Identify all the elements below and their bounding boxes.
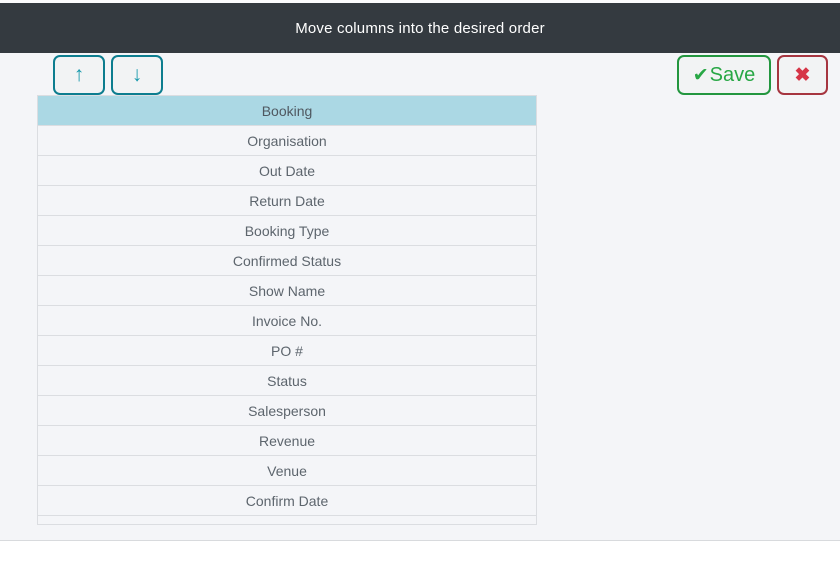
modal-title: Move columns into the desired order [295, 19, 545, 37]
column-row[interactable]: Confirmed Status [38, 246, 536, 276]
column-row[interactable]: Venue [38, 456, 536, 486]
page-background [0, 541, 840, 587]
column-row[interactable]: Return Date [38, 186, 536, 216]
modal-header: Move columns into the desired order [0, 3, 840, 53]
column-row[interactable]: Status [38, 366, 536, 396]
save-button[interactable]: ✔ Save [677, 55, 771, 95]
check-icon: ✔ [692, 64, 709, 86]
column-row[interactable]: Invoice No. [38, 306, 536, 336]
arrow-up-icon: ↑ [73, 63, 85, 86]
save-button-label: Save [709, 63, 756, 86]
column-row[interactable]: Booking [38, 96, 536, 126]
column-row[interactable]: Out Date [38, 156, 536, 186]
cancel-button[interactable]: ✖ [777, 55, 828, 95]
move-down-button[interactable]: ↓ [111, 55, 163, 95]
column-row[interactable]: Salesperson [38, 396, 536, 426]
column-row[interactable]: Revenue [38, 426, 536, 456]
column-row[interactable]: PO # [38, 336, 536, 366]
move-button-group: ↑ ↓ [53, 55, 163, 95]
modal-body: ↑ ↓ ✔ Save ✖ Booking Organisation Out Date R… [0, 53, 840, 541]
action-button-group: ✔ Save ✖ [677, 55, 828, 95]
column-list: Booking Organisation Out Date Return Date Bo… [37, 95, 537, 525]
column-row[interactable]: Show Name [38, 276, 536, 306]
toolbar: ↑ ↓ ✔ Save ✖ [0, 53, 840, 95]
close-icon: ✖ [794, 64, 811, 86]
arrow-down-icon: ↓ [131, 63, 143, 86]
column-list-spacer-row [38, 516, 536, 524]
column-row[interactable]: Organisation [38, 126, 536, 156]
top-strip [0, 0, 840, 3]
move-up-button[interactable]: ↑ [53, 55, 105, 95]
column-row[interactable]: Confirm Date [38, 486, 536, 516]
column-row[interactable]: Booking Type [38, 216, 536, 246]
